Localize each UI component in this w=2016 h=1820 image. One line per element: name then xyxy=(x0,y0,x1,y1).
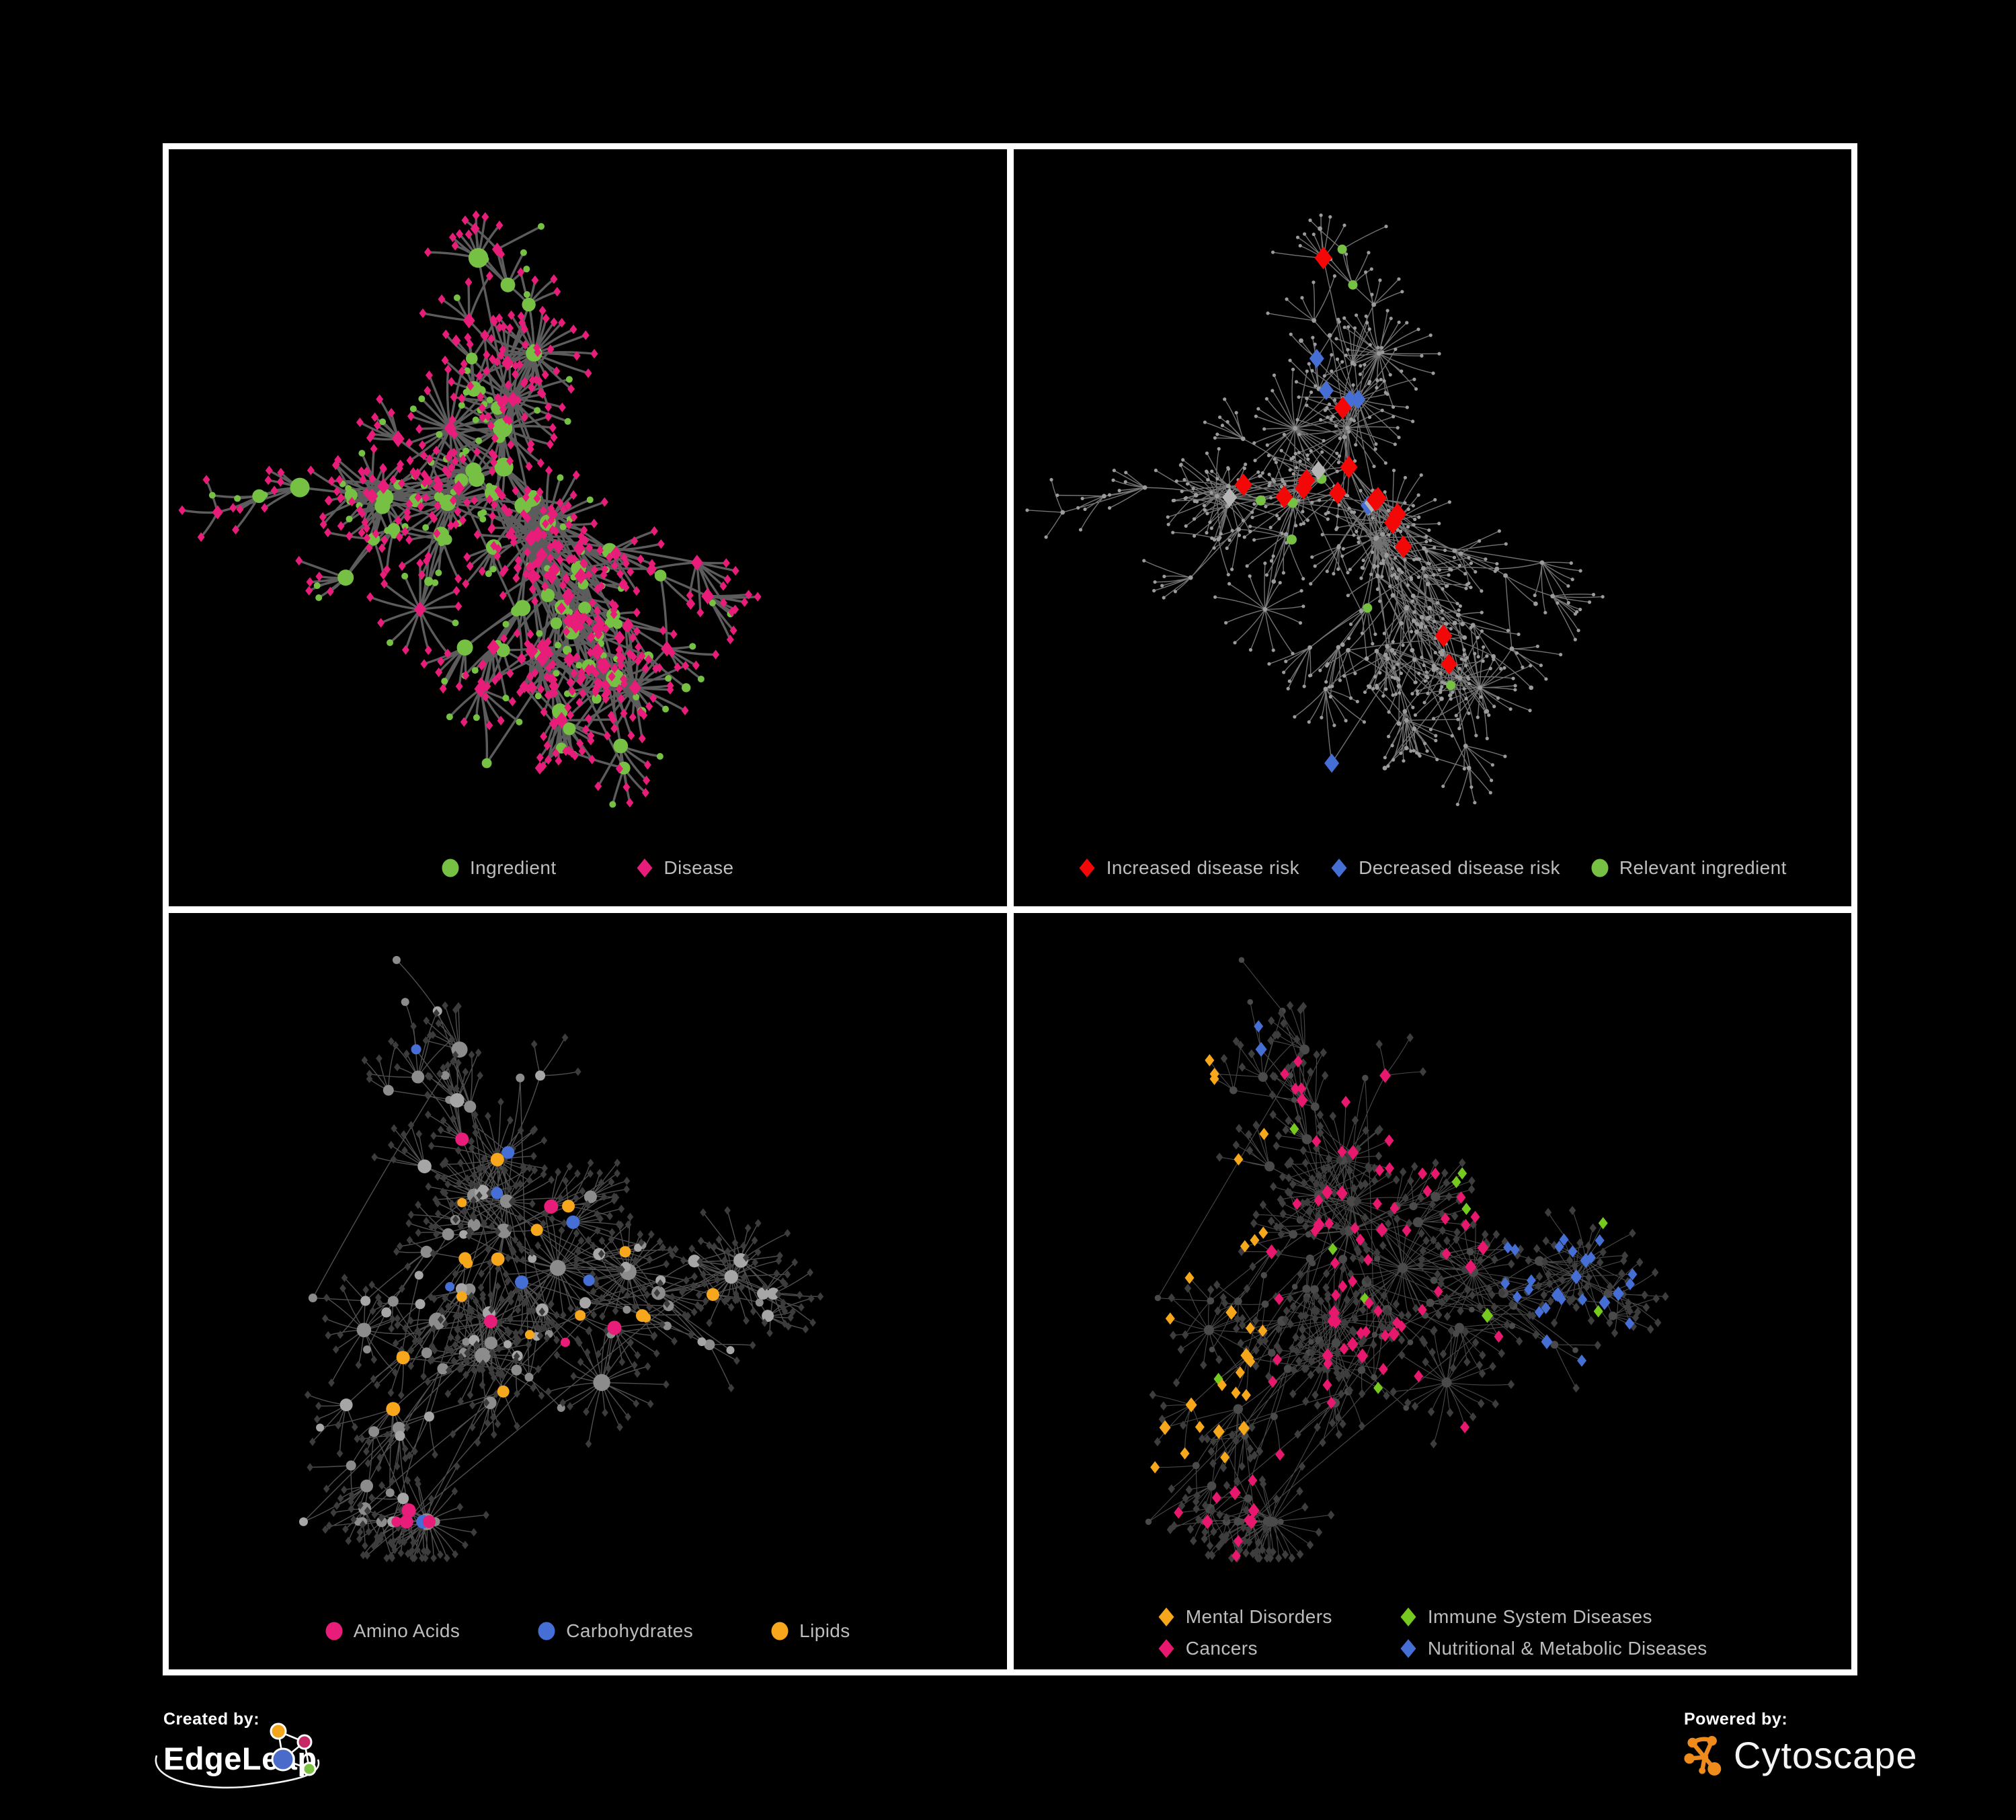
legend: Amino Acids Carbohydrates Lipids xyxy=(169,1620,1007,1643)
cytoscape-logo-text: Cytoscape xyxy=(1734,1734,1918,1776)
legend-item-ingredient: Ingredient xyxy=(442,857,557,879)
circle-marker-icon xyxy=(1591,859,1609,877)
legend: Increased disease risk Decreased disease … xyxy=(1014,857,1852,879)
legend-label: Disease xyxy=(663,857,734,878)
legend-label: Increased disease risk xyxy=(1106,857,1300,878)
legend-item-carbohydrates: Carbohydrates xyxy=(538,1620,693,1643)
edgeleap-node-green xyxy=(302,1762,317,1776)
legend-label: Mental Disorders xyxy=(1185,1606,1332,1627)
legend: Ingredient Disease xyxy=(169,857,1007,879)
network-graph xyxy=(298,955,824,1562)
network-graph xyxy=(1145,957,1669,1562)
legend-item-decreased-disease-risk: Decreased disease risk xyxy=(1330,857,1560,879)
legend-label: Immune System Diseases xyxy=(1427,1606,1652,1627)
legend-item-relevant-ingredient: Relevant ingredient xyxy=(1591,857,1787,879)
legend: Mental Disorders Immune System Diseases Ca… xyxy=(1014,1606,1852,1660)
network-graph xyxy=(178,210,762,808)
edgeleap-logo: EdgeLeap xyxy=(155,1723,446,1789)
circle-marker-icon xyxy=(771,1622,789,1640)
legend-item-cancers: Cancers xyxy=(1158,1637,1332,1660)
legend-label: Decreased disease risk xyxy=(1359,857,1560,878)
legend-label: Amino Acids xyxy=(353,1620,460,1641)
circle-marker-icon xyxy=(538,1622,555,1640)
diamond-marker-icon xyxy=(1079,858,1095,877)
legend-label: Lipids xyxy=(799,1620,850,1641)
legend-item-nutritional-metabolic-diseases: Nutritional & Metabolic Diseases xyxy=(1400,1637,1707,1660)
diamond-marker-icon xyxy=(1158,1608,1174,1626)
legend-label: Carbohydrates xyxy=(566,1620,694,1641)
cytoscape-network-icon xyxy=(1684,1735,1722,1776)
network-grid: Ingredient Disease Increased disease risk… xyxy=(163,143,1857,1675)
circle-marker-icon xyxy=(442,859,459,877)
diamond-marker-icon xyxy=(1158,1639,1174,1658)
created-by-block: Created by: EdgeLeap xyxy=(155,1710,446,1789)
network-graph xyxy=(1024,213,1605,807)
legend-item-amino-acids: Amino Acids xyxy=(325,1620,460,1643)
edgeleap-network-icon xyxy=(155,1723,320,1789)
legend-item-mental-disorders: Mental Disorders xyxy=(1158,1606,1332,1628)
created-by-label: Created by: xyxy=(163,1710,260,1729)
diamond-marker-icon xyxy=(1400,1608,1416,1626)
legend-label: Ingredient xyxy=(469,857,557,878)
edgeleap-node-orange xyxy=(270,1723,287,1740)
diamond-marker-icon xyxy=(1331,858,1347,877)
cytoscape-logo: Cytoscape xyxy=(1684,1733,1918,1777)
legend-item-immune-system-diseases: Immune System Diseases xyxy=(1400,1606,1707,1628)
panel-disease-risk: Increased disease risk Decreased disease … xyxy=(1013,149,1852,906)
legend-item-increased-disease-risk: Increased disease risk xyxy=(1078,857,1299,879)
panel-disease-class: Mental Disorders Immune System Diseases Ca… xyxy=(1013,912,1852,1669)
legend-label: Nutritional & Metabolic Diseases xyxy=(1427,1638,1707,1659)
legend-label: Cancers xyxy=(1185,1638,1258,1659)
diamond-marker-icon xyxy=(1400,1639,1416,1658)
powered-by-label: Powered by: xyxy=(1684,1710,1788,1729)
panel-nutrient-class: Amino Acids Carbohydrates Lipids xyxy=(169,912,1007,1669)
diamond-marker-icon xyxy=(637,858,653,877)
panel-ingredient-disease: Ingredient Disease xyxy=(169,149,1007,906)
legend-label: Relevant ingredient xyxy=(1619,857,1787,878)
legend-item-lipids: Lipids xyxy=(771,1620,850,1643)
powered-by-block: Powered by: Cytoscape xyxy=(1684,1710,1918,1777)
circle-marker-icon xyxy=(325,1622,343,1640)
edgeleap-node-blue xyxy=(271,1747,295,1772)
legend-item-disease: Disease xyxy=(636,857,734,879)
edgeleap-node-crimson xyxy=(296,1734,313,1750)
